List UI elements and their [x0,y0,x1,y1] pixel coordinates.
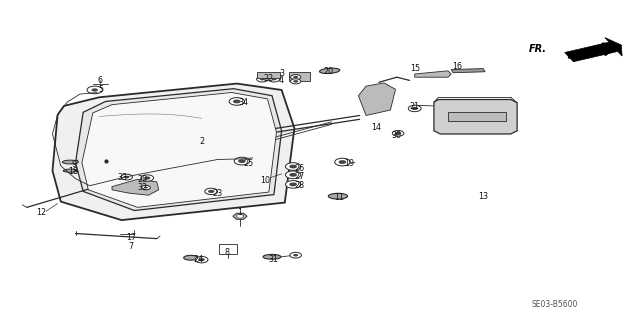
Circle shape [271,78,276,80]
Text: 2: 2 [199,137,204,146]
Text: 6: 6 [98,76,103,85]
Circle shape [289,182,297,186]
Circle shape [198,258,205,261]
Circle shape [293,76,298,78]
Circle shape [395,132,401,135]
Circle shape [124,176,129,178]
Polygon shape [451,69,485,73]
Text: 22: 22 [264,74,274,83]
Text: 16: 16 [452,63,463,71]
Circle shape [144,187,148,189]
Circle shape [141,185,150,190]
Text: 31: 31 [269,255,279,263]
Text: 7: 7 [129,242,134,251]
Bar [289,72,310,81]
Text: 10: 10 [260,176,271,185]
Ellipse shape [263,255,281,259]
Circle shape [291,75,301,80]
Circle shape [289,165,297,168]
Circle shape [339,160,346,164]
Text: 29: 29 [137,175,147,184]
Polygon shape [82,93,276,207]
Ellipse shape [184,255,198,260]
Circle shape [195,256,208,263]
Text: 33: 33 [118,173,128,182]
Text: 15: 15 [410,64,420,73]
Ellipse shape [63,160,79,164]
Bar [448,112,506,121]
Text: 27: 27 [294,172,305,181]
Circle shape [257,76,268,82]
Bar [257,72,280,78]
Text: SE03-B5600: SE03-B5600 [531,300,577,309]
Circle shape [141,175,154,181]
Circle shape [293,254,298,256]
Circle shape [408,105,421,112]
Circle shape [144,176,150,180]
Circle shape [121,174,132,180]
Polygon shape [415,71,451,77]
Circle shape [293,80,298,83]
Text: 1: 1 [237,208,243,217]
Circle shape [205,188,218,195]
Circle shape [208,190,214,193]
Circle shape [92,88,98,92]
Text: 8: 8 [225,248,230,256]
Text: 32: 32 [137,183,147,192]
Circle shape [392,130,404,136]
Circle shape [285,171,301,179]
Text: 19: 19 [344,159,354,168]
Bar [219,244,237,254]
Text: 13: 13 [478,192,488,201]
Text: 17: 17 [126,233,136,242]
Polygon shape [358,83,396,115]
Text: FR.: FR. [529,44,547,55]
Circle shape [290,252,301,258]
Text: 12: 12 [36,208,47,217]
Text: 26: 26 [294,164,305,173]
Ellipse shape [319,68,340,73]
Circle shape [238,159,246,163]
Text: 11: 11 [334,193,344,202]
Text: 34: 34 [238,98,248,107]
Polygon shape [564,38,622,62]
Circle shape [234,157,250,165]
Text: 24: 24 [193,255,204,263]
Circle shape [412,107,418,110]
Text: 14: 14 [371,123,381,132]
Text: 4: 4 [279,76,284,85]
Circle shape [236,214,244,218]
Circle shape [289,173,297,177]
Text: 5: 5 [98,85,103,94]
Circle shape [291,79,301,84]
Circle shape [285,163,301,170]
Circle shape [87,86,102,94]
Text: 25: 25 [243,159,253,168]
Text: 21: 21 [410,102,420,111]
Circle shape [335,158,350,166]
Polygon shape [434,100,517,134]
Text: 9: 9 [71,160,76,169]
Circle shape [229,98,244,105]
Circle shape [260,78,265,80]
Polygon shape [52,84,294,220]
Polygon shape [233,213,247,219]
Circle shape [285,181,301,188]
Text: 28: 28 [294,181,305,190]
Text: 20: 20 [323,67,333,76]
Polygon shape [112,179,159,195]
Ellipse shape [63,169,77,172]
Circle shape [268,76,280,82]
Ellipse shape [328,193,348,199]
Circle shape [233,100,241,103]
Text: 3: 3 [279,69,284,78]
Text: 30: 30 [392,131,402,140]
Polygon shape [76,89,282,211]
Text: 18: 18 [68,167,79,176]
Text: 23: 23 [212,189,223,198]
